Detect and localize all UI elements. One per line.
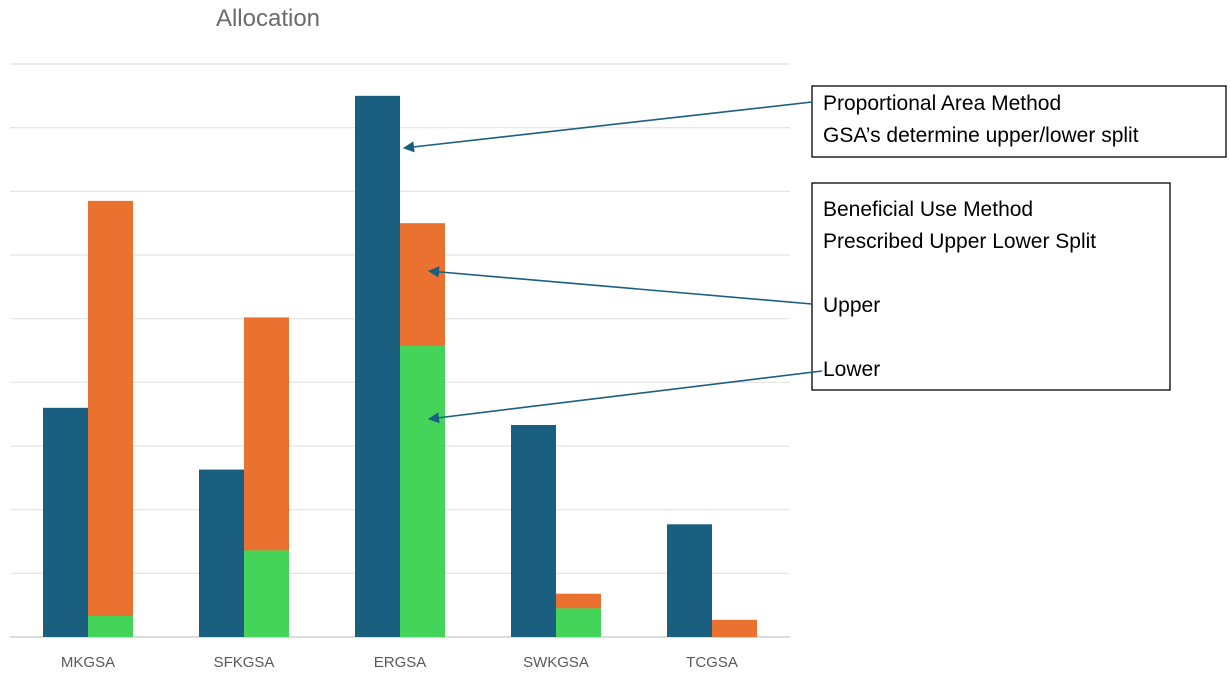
bar-sfkgsa-series-3 <box>244 550 289 637</box>
bar-swkgsa-series-3 <box>556 608 601 637</box>
chart-title: Allocation <box>216 5 320 32</box>
bar-tcgsa-series-2 <box>712 619 757 637</box>
arrow-lower <box>427 370 823 424</box>
x-tick-label: SWKGSA <box>523 654 589 671</box>
annotation-proportional-line1: Proportional Area Method <box>823 92 1061 115</box>
bar-ergsa-series-3 <box>400 346 445 637</box>
bar-tcgsa-series-1 <box>667 524 712 637</box>
bars <box>43 95 757 638</box>
x-tick-label: SFKGSA <box>214 654 275 671</box>
bar-mkgsa-series-2 <box>88 200 133 637</box>
bar-swkgsa-series-1 <box>511 424 556 637</box>
annotation-lower-label: Lower <box>823 358 880 381</box>
annotation-box-beneficial <box>811 182 1171 391</box>
bar-ergsa-series-1 <box>355 95 400 638</box>
bar-mkgsa-series-1 <box>43 407 88 637</box>
x-tick-labels: MKGSA SFKGSA ERGSA SWKGSA TCGSA <box>61 654 738 671</box>
arrow-upper <box>427 266 813 305</box>
annotation-upper-label: Upper <box>823 294 880 317</box>
arrow-proportional <box>402 101 813 153</box>
x-tick-label: ERGSA <box>374 654 427 671</box>
annotation-beneficial-line1: Beneficial Use Method <box>823 198 1033 221</box>
bar-mkgsa-series-3 <box>88 615 133 637</box>
annotation-proportional-line2: GSA’s determine upper/lower split <box>823 124 1139 147</box>
annotation-box-proportional <box>811 85 1227 158</box>
bar-sfkgsa-series-1 <box>199 469 244 637</box>
annotation-beneficial-line2: Prescribed Upper Lower Split <box>823 230 1096 253</box>
x-tick-label: TCGSA <box>686 654 738 671</box>
x-tick-label: MKGSA <box>61 654 115 671</box>
